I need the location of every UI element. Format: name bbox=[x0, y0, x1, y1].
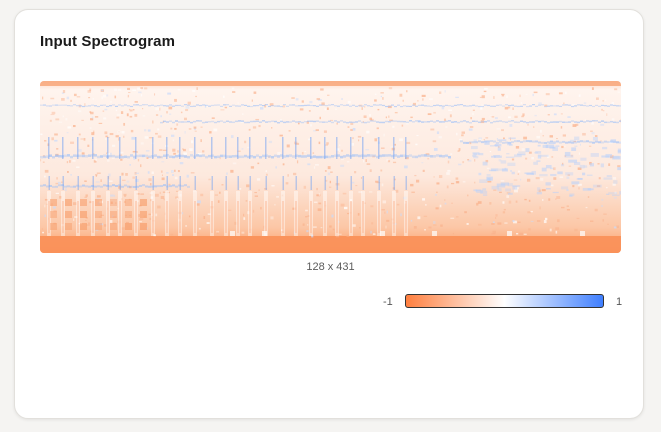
panel-title: Input Spectrogram bbox=[40, 33, 176, 50]
spectrogram-image bbox=[40, 81, 621, 253]
spectrogram-dimensions: 128 x 431 bbox=[306, 261, 355, 273]
spectrogram-card: Input Spectrogram 128 x 431 -1 1 bbox=[14, 9, 644, 419]
colorbar-min-label: -1 bbox=[383, 296, 393, 308]
colorbar-max-label: 1 bbox=[616, 296, 623, 308]
colorbar bbox=[405, 294, 604, 308]
